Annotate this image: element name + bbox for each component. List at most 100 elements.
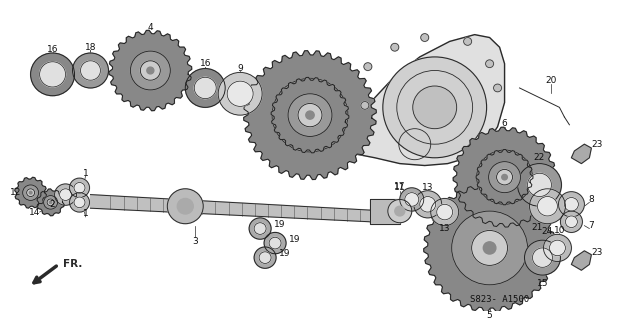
Polygon shape: [271, 77, 349, 153]
Polygon shape: [15, 177, 46, 208]
Circle shape: [437, 204, 452, 220]
Polygon shape: [243, 51, 376, 180]
Polygon shape: [424, 184, 556, 312]
Circle shape: [414, 191, 442, 218]
Circle shape: [72, 53, 108, 88]
Circle shape: [405, 193, 419, 206]
Text: 5: 5: [487, 311, 493, 320]
Text: 15: 15: [536, 279, 548, 288]
Circle shape: [533, 248, 552, 267]
Polygon shape: [572, 144, 591, 164]
Circle shape: [264, 232, 286, 254]
Circle shape: [543, 234, 572, 261]
Circle shape: [564, 197, 578, 211]
Text: 13: 13: [422, 183, 433, 192]
Circle shape: [500, 172, 509, 182]
Circle shape: [74, 197, 85, 208]
Circle shape: [561, 211, 582, 232]
Circle shape: [27, 189, 35, 196]
Text: 23: 23: [591, 140, 603, 149]
Text: 13: 13: [439, 224, 451, 233]
Text: 11: 11: [394, 183, 405, 192]
Circle shape: [288, 94, 332, 136]
Circle shape: [361, 101, 369, 109]
Text: 1: 1: [83, 169, 88, 178]
Circle shape: [269, 237, 281, 249]
Text: 10: 10: [554, 226, 565, 235]
Circle shape: [254, 223, 266, 234]
Circle shape: [80, 61, 101, 80]
Circle shape: [489, 162, 520, 193]
Circle shape: [177, 198, 193, 214]
Circle shape: [303, 109, 316, 121]
Circle shape: [486, 60, 494, 68]
Text: 23: 23: [591, 248, 603, 257]
Circle shape: [452, 211, 528, 285]
Text: 22: 22: [534, 153, 545, 162]
Text: 1: 1: [83, 210, 88, 219]
Text: 16: 16: [47, 45, 58, 54]
Circle shape: [497, 169, 512, 185]
Text: 18: 18: [85, 43, 96, 52]
Circle shape: [388, 199, 412, 223]
Circle shape: [525, 240, 561, 275]
Circle shape: [47, 199, 54, 206]
Circle shape: [29, 191, 32, 194]
Circle shape: [476, 150, 533, 204]
Circle shape: [49, 201, 52, 204]
Circle shape: [364, 63, 372, 70]
Circle shape: [306, 111, 314, 119]
Circle shape: [59, 189, 72, 200]
Text: 19: 19: [274, 220, 286, 229]
Circle shape: [400, 188, 424, 211]
Circle shape: [147, 67, 154, 74]
Circle shape: [528, 173, 551, 196]
Circle shape: [472, 230, 507, 265]
Circle shape: [464, 37, 472, 45]
Circle shape: [395, 206, 405, 216]
Circle shape: [272, 78, 348, 152]
Circle shape: [31, 53, 75, 96]
Circle shape: [491, 164, 519, 191]
Polygon shape: [453, 127, 556, 227]
Circle shape: [44, 196, 57, 209]
Text: 17: 17: [394, 182, 405, 191]
Circle shape: [70, 193, 90, 212]
Text: 14: 14: [29, 208, 40, 217]
Circle shape: [538, 196, 557, 216]
Circle shape: [194, 77, 216, 99]
Text: 9: 9: [237, 64, 243, 73]
Circle shape: [249, 218, 271, 239]
Circle shape: [130, 51, 171, 90]
Circle shape: [383, 57, 486, 158]
Polygon shape: [370, 199, 400, 224]
Polygon shape: [109, 30, 192, 111]
Circle shape: [40, 62, 66, 87]
Circle shape: [549, 240, 565, 256]
Circle shape: [140, 61, 160, 80]
Circle shape: [259, 252, 271, 263]
Circle shape: [559, 192, 585, 217]
Circle shape: [167, 189, 203, 224]
Text: 19: 19: [289, 235, 301, 244]
Circle shape: [298, 103, 322, 127]
Text: 12: 12: [10, 188, 22, 197]
Text: FR.: FR.: [62, 260, 82, 269]
Circle shape: [227, 81, 253, 106]
Circle shape: [421, 34, 429, 41]
Circle shape: [420, 196, 436, 212]
Circle shape: [70, 178, 90, 197]
Circle shape: [254, 247, 276, 268]
Text: S823- A1500: S823- A1500: [470, 295, 529, 304]
Polygon shape: [37, 189, 64, 216]
Polygon shape: [476, 149, 533, 205]
Polygon shape: [572, 251, 591, 270]
Circle shape: [413, 86, 457, 129]
Circle shape: [431, 198, 459, 226]
Circle shape: [483, 242, 496, 254]
Circle shape: [292, 98, 328, 132]
Circle shape: [494, 84, 502, 92]
Circle shape: [54, 184, 77, 205]
Text: 20: 20: [546, 76, 557, 85]
Text: 4: 4: [148, 23, 153, 32]
